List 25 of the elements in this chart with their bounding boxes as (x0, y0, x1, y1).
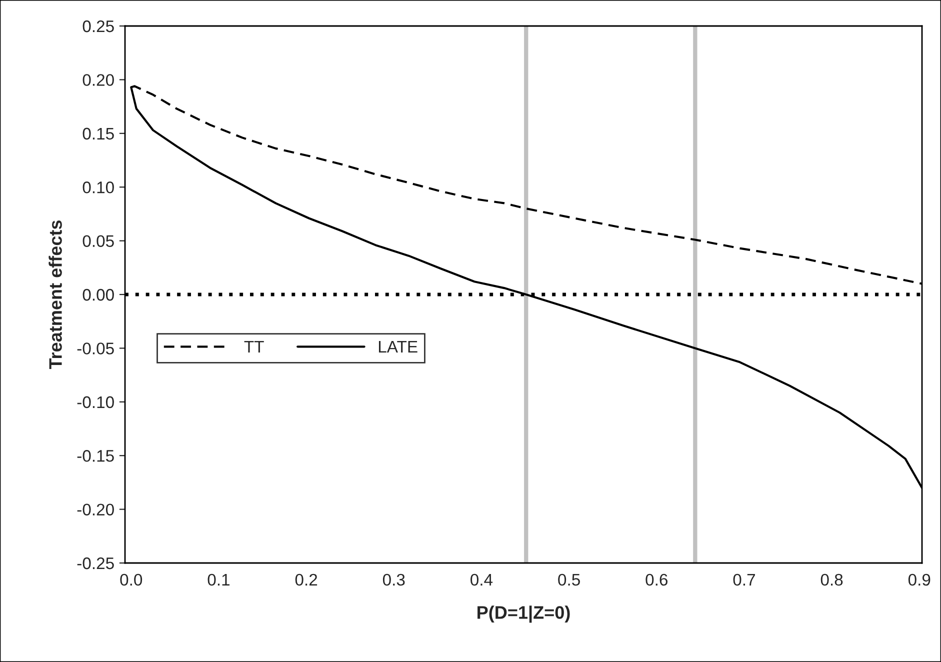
x-tick-label: 0.3 (382, 574, 405, 586)
y-tick-label: 0.10 (82, 182, 114, 194)
y-tick-label: 0.00 (82, 288, 114, 301)
x-tick-label: 0.6 (646, 574, 668, 586)
y-tick-label: 0.20 (82, 74, 114, 86)
y-tick-label: -0.25 (77, 557, 114, 570)
x-tick-label: 0.7 (733, 574, 755, 586)
x-tick-label: 0.2 (295, 574, 318, 586)
x-tick-label: 0.4 (470, 574, 493, 586)
y-tick-label: 0.25 (82, 20, 114, 32)
legend-label: TT (244, 341, 264, 353)
y-tick-label: -0.10 (77, 396, 114, 408)
x-tick-label: 0.0 (120, 574, 142, 586)
y-tick-label: 0.05 (82, 235, 114, 248)
y-tick-label: -0.15 (77, 450, 114, 462)
x-tick-label: 0.5 (558, 574, 580, 586)
x-tick-label: 0.9 (908, 574, 930, 586)
y-axis-title: Treatment effects (48, 220, 62, 370)
legend-label: LATE (378, 341, 418, 353)
y-tick-label: -0.20 (77, 504, 114, 516)
x-tick-label: 0.1 (208, 574, 230, 586)
y-tick-label: 0.15 (82, 128, 114, 140)
x-axis-title: P(D=1|Z=0) (478, 606, 570, 623)
x-tick-label: 0.8 (820, 574, 843, 586)
y-tick-label: -0.05 (77, 342, 114, 354)
